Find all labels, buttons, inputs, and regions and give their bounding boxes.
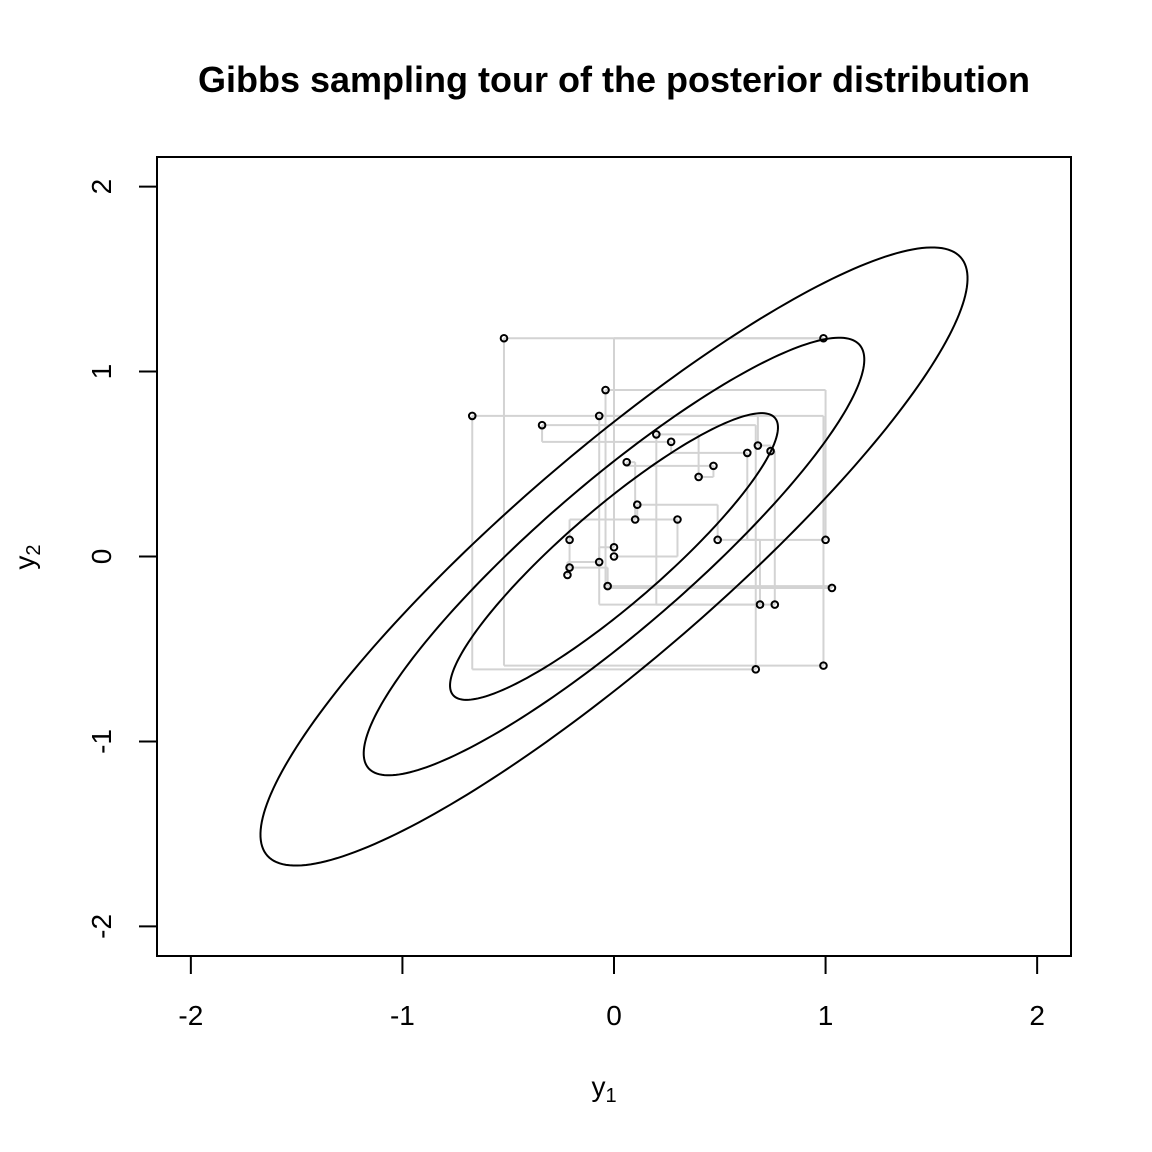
y-axis: -2 -1 0 1 2 xyxy=(86,179,158,939)
contour-line-1 xyxy=(449,412,779,701)
sample-point xyxy=(673,515,682,524)
sample-points xyxy=(467,333,837,674)
sample-point xyxy=(630,515,640,524)
sample-point xyxy=(563,570,572,580)
sample-point xyxy=(467,411,477,421)
sample-point xyxy=(565,563,574,572)
sample-point xyxy=(603,581,612,591)
sample-point xyxy=(565,535,574,545)
y-tick-label: -1 xyxy=(86,729,117,754)
chart-title: Gibbs sampling tour of the posterior dis… xyxy=(198,59,1030,100)
x-tick-label: -1 xyxy=(390,1000,415,1031)
x-axis-label: y1 xyxy=(591,1071,616,1107)
sample-point xyxy=(819,661,828,670)
y-tick-label: 2 xyxy=(86,179,117,195)
gibbs-path xyxy=(471,337,833,671)
sample-point xyxy=(601,385,610,395)
sample-point xyxy=(666,437,676,447)
y-tick-label: 0 xyxy=(86,549,117,565)
y-axis-label: y2 xyxy=(9,544,45,569)
sample-point xyxy=(652,430,661,439)
sample-point xyxy=(819,333,828,343)
sample-point xyxy=(632,500,642,510)
y-tick-label: 1 xyxy=(86,364,117,380)
sample-point xyxy=(821,535,830,545)
x-tick-label: 2 xyxy=(1029,1000,1045,1031)
sample-point xyxy=(766,446,775,456)
x-tick-label: 1 xyxy=(818,1000,834,1031)
x-tick-label: 0 xyxy=(606,1000,622,1031)
sample-point xyxy=(709,461,718,471)
sample-point xyxy=(770,600,780,609)
sample-point xyxy=(499,333,509,343)
x-axis: -2 -1 0 1 2 xyxy=(178,955,1045,1031)
contour-line-3 xyxy=(259,246,969,867)
sample-point xyxy=(742,448,752,458)
contour-line-2 xyxy=(362,336,866,777)
sample-point xyxy=(609,552,619,561)
y-tick-label: -2 xyxy=(86,914,117,939)
sample-point xyxy=(594,557,604,567)
density-contours xyxy=(259,246,969,867)
sample-point xyxy=(609,542,619,552)
sample-point xyxy=(622,457,631,467)
sample-point xyxy=(755,600,765,609)
sample-point xyxy=(713,535,722,545)
x-tick-label: -2 xyxy=(178,1000,203,1031)
sample-point xyxy=(827,583,837,593)
sample-point xyxy=(753,441,763,450)
y-axis-label-group: y2 xyxy=(9,544,45,569)
sample-point xyxy=(694,472,703,482)
sample-point xyxy=(751,665,761,674)
sample-point xyxy=(537,420,547,430)
sample-point xyxy=(594,411,604,421)
